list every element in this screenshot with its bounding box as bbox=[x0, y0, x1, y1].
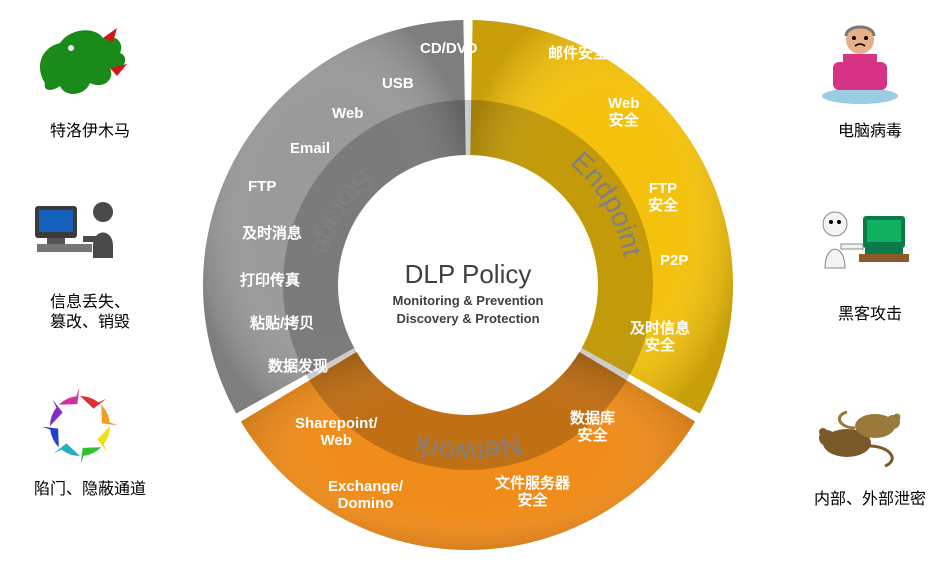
pc-user-icon bbox=[35, 202, 113, 258]
hacker-pc-icon bbox=[823, 212, 909, 268]
threat-icon-dataloss bbox=[25, 183, 135, 278]
ring-item-endpoint-1: USB bbox=[382, 75, 414, 92]
threat-label-insider: 内部、外部泄密 bbox=[795, 490, 942, 510]
dragon-icon bbox=[40, 28, 127, 94]
threat-icon-insider bbox=[805, 385, 915, 480]
ring-item-network-2: FTP 安全 bbox=[648, 180, 678, 215]
ring-item-storage-3: 文件服务器 安全 bbox=[495, 475, 570, 510]
ring-item-network-4: 及时信息 安全 bbox=[630, 320, 690, 355]
threat-label-virus: 电脑病毒 bbox=[795, 122, 942, 142]
rats-icon bbox=[819, 412, 901, 466]
threat-label-hacker: 黑客攻击 bbox=[795, 305, 942, 325]
ring-item-endpoint-3: Email bbox=[290, 140, 330, 157]
ring-item-endpoint-5: 及时消息 bbox=[242, 225, 302, 242]
ring-item-storage-2: 数据库 安全 bbox=[570, 410, 615, 445]
center-sub-2: Discovery & Protection bbox=[396, 311, 539, 326]
ring-item-endpoint-2: Web bbox=[332, 105, 363, 122]
ring-item-network-0: 邮件安全 bbox=[548, 45, 608, 62]
threat-label-dataloss: 信息丢失、 篡改、销毁 bbox=[15, 293, 165, 333]
ring-item-storage-0: Sharepoint/ Web bbox=[295, 415, 378, 450]
diagram-stage: DLP Policy Monitoring & Prevention Discove… bbox=[0, 0, 942, 573]
threat-icon-trojan bbox=[25, 15, 135, 110]
threat-icon-hacker bbox=[805, 195, 915, 290]
ring-item-network-1: Web 安全 bbox=[608, 95, 639, 130]
threat-icon-trapdoor bbox=[25, 375, 135, 470]
center-sub-1: Monitoring & Prevention bbox=[393, 293, 544, 308]
ring-item-network-3: P2P bbox=[660, 252, 688, 269]
threat-label-trapdoor: 陷门、隐蔽通道 bbox=[15, 480, 165, 500]
ring-item-endpoint-4: FTP bbox=[248, 178, 276, 195]
center-title: DLP Policy bbox=[405, 259, 532, 289]
sick-pc-icon bbox=[822, 26, 898, 104]
ring-item-endpoint-7: 粘贴/拷贝 bbox=[250, 315, 314, 332]
threat-icon-virus bbox=[805, 15, 915, 110]
threat-label-trojan: 特洛伊木马 bbox=[15, 122, 165, 142]
ring-item-storage-1: Exchange/ Domino bbox=[328, 478, 403, 513]
ring-item-endpoint-6: 打印传真 bbox=[240, 272, 300, 289]
ring-item-endpoint-8: 数据发现 bbox=[268, 358, 328, 375]
ring-item-endpoint-0: CD/DVD bbox=[420, 40, 478, 57]
color-cycle-icon bbox=[42, 388, 118, 464]
